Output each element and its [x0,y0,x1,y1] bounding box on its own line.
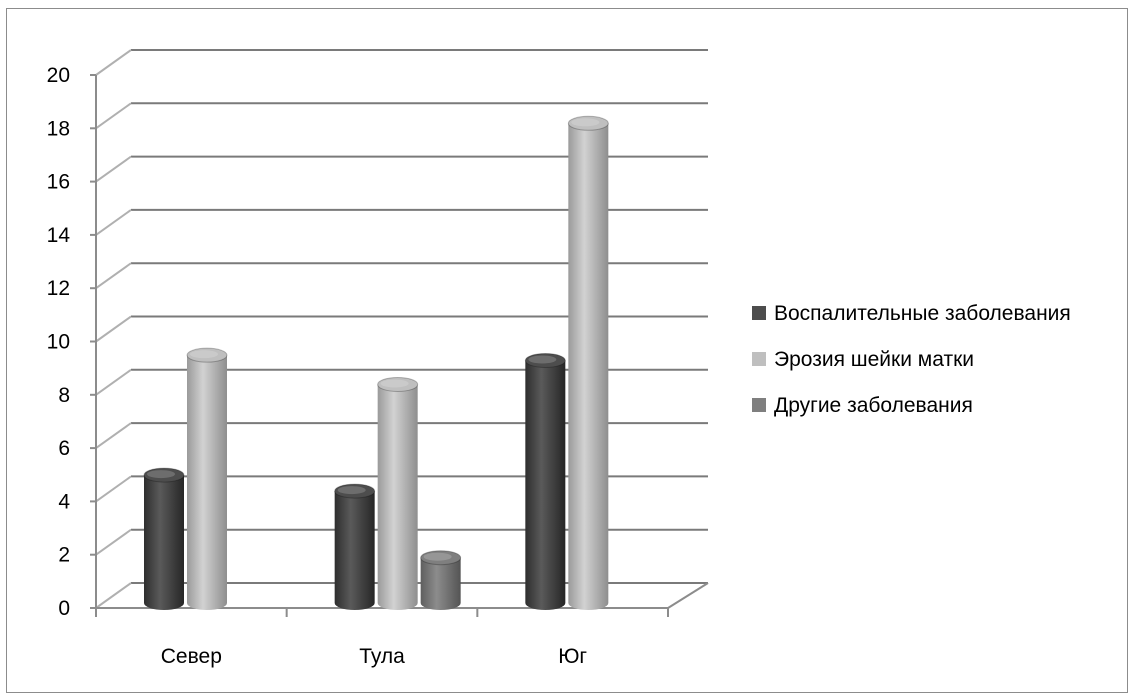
legend-swatch [752,352,766,366]
legend-swatch [752,398,766,412]
y-tick-label: 16 [47,171,70,194]
y-tick-label: 10 [47,331,70,354]
y-tick-label: 14 [47,224,71,247]
bar [567,115,609,611]
bar [524,352,566,610]
side-wall-gridline [95,582,132,609]
bar [377,376,419,610]
legend-label: Эрозия шейки матки [774,348,974,371]
legend-swatch [752,306,766,320]
side-wall-gridline [95,155,132,183]
y-tick-label: 4 [58,490,70,513]
y-tick-label: 20 [47,64,70,87]
side-wall-gridline [95,368,132,396]
side-wall-gridline [95,475,132,503]
bar [420,550,462,610]
side-wall-gridline [95,528,132,556]
bar [186,347,228,610]
y-tick-label: 12 [47,277,70,300]
side-wall-gridline [95,102,132,130]
side-wall-gridline [95,262,132,290]
side-wall-gridline [95,315,132,343]
y-tick-label: 6 [58,437,70,460]
y-tick-label: 18 [47,117,70,140]
bar [143,467,185,610]
side-wall-gridline [95,209,132,236]
y-tick-label: 8 [58,384,70,407]
axes [90,74,709,617]
x-tick-label: Север [161,645,222,668]
floor-edge [667,582,709,609]
y-tick-label: 0 [58,597,70,620]
legend-label: Другие заболевания [774,394,973,417]
side-wall-gridline [95,49,132,76]
legend: Воспалительные заболевания Эрозия шейки м… [752,302,1071,417]
axis-labels: 0 2 4 6 8 10 12 14 16 18 20 Север Тула Юг [47,64,588,668]
side-wall-gridline [95,422,132,449]
bar [334,483,376,610]
grid-lines [95,49,708,609]
x-tick-label: Юг [558,645,587,668]
bars [143,115,609,611]
legend-label: Воспалительные заболевания [774,302,1071,325]
x-tick-label: Тула [359,645,405,668]
y-tick-label: 2 [58,544,70,567]
